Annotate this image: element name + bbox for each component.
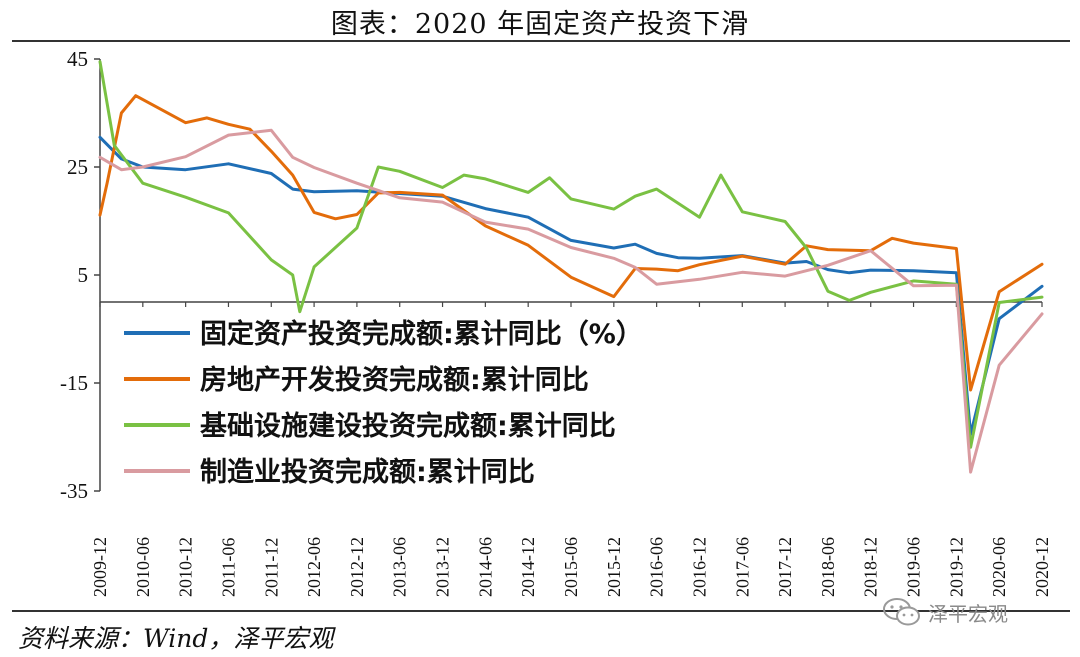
x-tick-label: 2016-12	[689, 537, 709, 597]
x-tick-label: 2011-12	[261, 538, 281, 597]
x-tick-label: 2009-12	[90, 537, 110, 597]
series-line-2	[98, 94, 1044, 392]
legend-label-3: 基础设施建设投资完成额:累计同比	[200, 410, 616, 442]
watermark-text: 泽平宏观	[928, 602, 1008, 626]
x-tick-label: 2019-12	[946, 537, 966, 597]
y-tick-label: 45	[67, 47, 88, 71]
wechat-icon	[883, 598, 920, 626]
x-tick-label: 2012-06	[304, 537, 324, 597]
watermark: 泽平宏观	[880, 594, 1060, 630]
x-tick-label: 2017-12	[775, 537, 795, 597]
x-tick-label: 2019-06	[904, 537, 924, 597]
x-tick-label: 2020-12	[1032, 537, 1052, 597]
legend-label-1: 固定资产投资完成额:累计同比（%）	[200, 318, 643, 350]
x-tick-label: 2015-12	[604, 537, 624, 597]
source-rule	[12, 610, 1070, 612]
series-line-4	[98, 128, 1044, 474]
series-line-1	[98, 135, 1044, 436]
x-tick-label: 2010-12	[176, 537, 196, 597]
chart-legend: 固定资产投资完成额:累计同比（%） 房地产开发投资完成额:累计同比基础设施建设投资…	[124, 318, 643, 488]
x-tick-label: 2018-12	[861, 537, 881, 597]
chart-title: 图表：2020 年固定资产投资下滑	[330, 9, 750, 40]
x-tick-label: 2011-06	[218, 538, 238, 597]
title-rule	[12, 40, 1070, 42]
x-tick-label: 2012-12	[347, 537, 367, 597]
legend-label-4: 制造业投资完成额:累计同比	[200, 456, 535, 488]
x-tick-label: 2017-06	[732, 537, 752, 597]
y-tick-label: 25	[67, 155, 88, 179]
y-tick-label: 5	[78, 263, 89, 287]
x-tick-label: 2020-06	[989, 537, 1009, 597]
series-line-3	[98, 60, 1044, 449]
y-tick-label: -35	[60, 479, 88, 503]
x-tick-label: 2013-12	[433, 537, 453, 597]
x-tick-label: 2014-12	[518, 537, 538, 597]
x-tick-label: 2016-06	[647, 537, 667, 597]
x-tick-label: 2013-06	[390, 537, 410, 597]
source-note: 资料来源：Wind，泽平宏观	[18, 624, 334, 653]
line-chart: 45 25 5 -15 -35 2009-12 2010-06 2010-12 2011-06 2…	[60, 47, 1052, 597]
x-tick-label: 2014-06	[475, 537, 495, 597]
y-tick-label: -15	[60, 371, 88, 395]
legend-label-2: 房地产开发投资完成额:累计同比	[200, 364, 589, 396]
chart-lines	[98, 60, 1044, 474]
x-tick-label: 2010-06	[133, 537, 153, 597]
x-tick-label: 2018-06	[818, 537, 838, 597]
chart-axes: 45 25 5 -15 -35 2009-12 2010-06 2010-12 2011-06 2…	[60, 47, 1052, 597]
x-tick-label: 2015-06	[561, 537, 581, 597]
